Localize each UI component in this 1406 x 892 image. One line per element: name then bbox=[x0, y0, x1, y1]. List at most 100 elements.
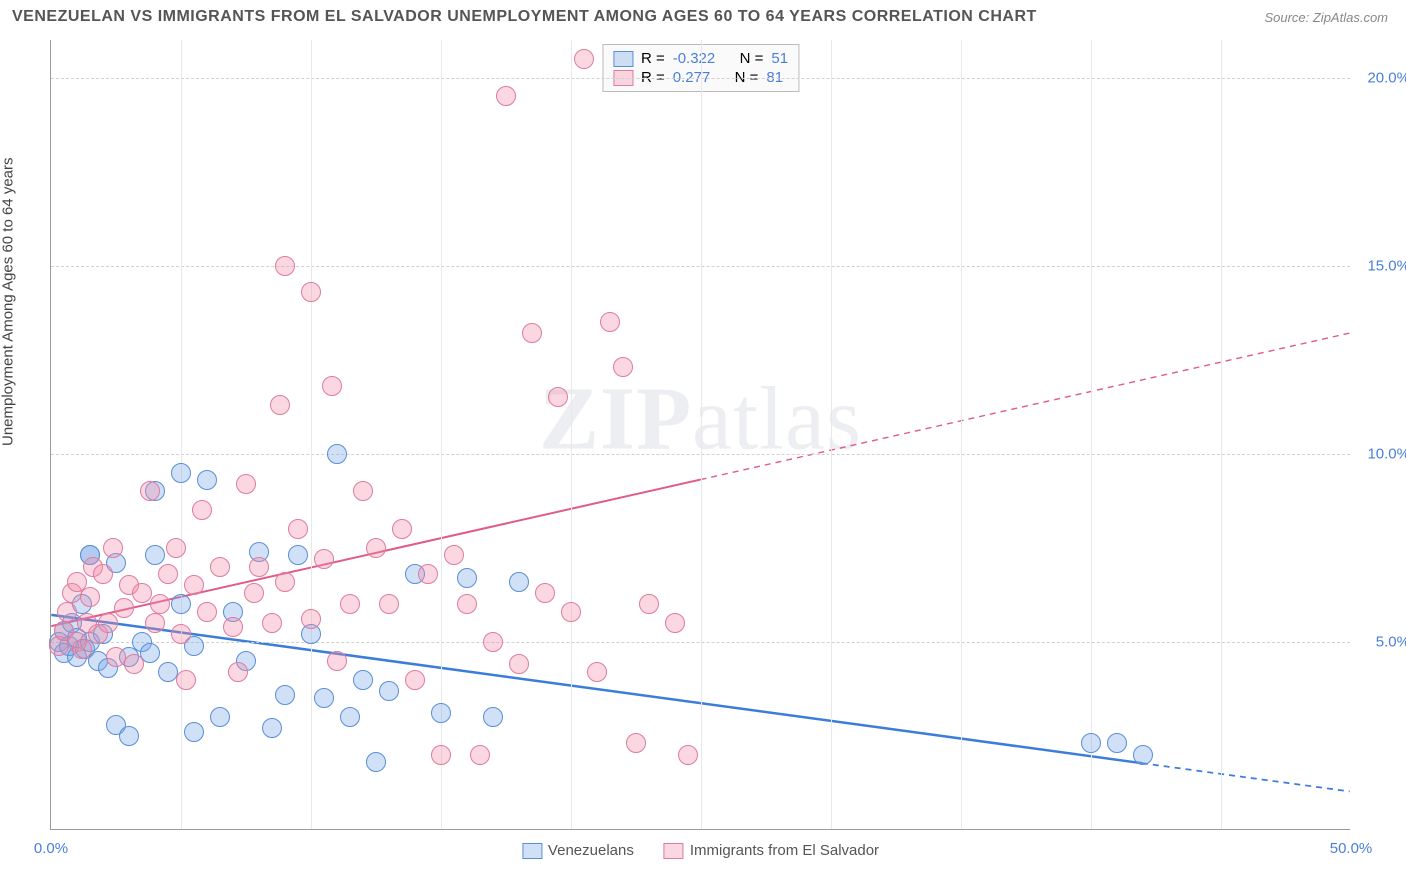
x-tick-label: 0.0% bbox=[34, 840, 68, 857]
gridline-v bbox=[311, 40, 312, 829]
data-point bbox=[275, 256, 295, 276]
data-point bbox=[314, 549, 334, 569]
data-point bbox=[379, 594, 399, 614]
y-axis-label: Unemployment Among Ages 60 to 64 years bbox=[0, 157, 17, 446]
data-point bbox=[561, 602, 581, 622]
data-point bbox=[210, 557, 230, 577]
y-tick-label: 15.0% bbox=[1355, 257, 1406, 274]
data-point bbox=[574, 49, 594, 69]
data-point bbox=[327, 444, 347, 464]
data-point bbox=[262, 613, 282, 633]
data-point bbox=[548, 387, 568, 407]
data-point bbox=[444, 545, 464, 565]
data-point bbox=[522, 323, 542, 343]
data-point bbox=[80, 587, 100, 607]
gridline-v bbox=[571, 40, 572, 829]
data-point bbox=[379, 681, 399, 701]
data-point bbox=[483, 707, 503, 727]
data-point bbox=[171, 594, 191, 614]
data-point bbox=[340, 594, 360, 614]
data-point bbox=[418, 564, 438, 584]
data-point bbox=[210, 707, 230, 727]
gridline-v bbox=[1221, 40, 1222, 829]
swatch-venezuelans bbox=[613, 51, 633, 67]
r-label: R = bbox=[641, 50, 665, 67]
data-point bbox=[249, 557, 269, 577]
data-point bbox=[236, 474, 256, 494]
data-point bbox=[132, 583, 152, 603]
data-point bbox=[262, 718, 282, 738]
data-point bbox=[340, 707, 360, 727]
data-point bbox=[457, 594, 477, 614]
legend-item-elsalvador: Immigrants from El Salvador bbox=[664, 842, 879, 859]
gridline-v bbox=[181, 40, 182, 829]
plot-area: ZIPatlas R = -0.322 N = 51 R = 0.277 N =… bbox=[50, 40, 1350, 830]
gridline-v bbox=[831, 40, 832, 829]
data-point bbox=[184, 722, 204, 742]
data-point bbox=[509, 654, 529, 674]
data-point bbox=[171, 463, 191, 483]
r-value-venezuelans: -0.322 bbox=[673, 50, 716, 67]
chart-title: VENEZUELAN VS IMMIGRANTS FROM EL SALVADO… bbox=[12, 8, 1037, 26]
data-point bbox=[470, 745, 490, 765]
data-point bbox=[228, 662, 248, 682]
data-point bbox=[483, 632, 503, 652]
chart-container: VENEZUELAN VS IMMIGRANTS FROM EL SALVADO… bbox=[0, 0, 1406, 892]
data-point bbox=[140, 481, 160, 501]
data-point bbox=[1133, 745, 1153, 765]
y-tick-label: 5.0% bbox=[1355, 633, 1406, 650]
data-point bbox=[509, 572, 529, 592]
n-value-venezuelans: 51 bbox=[771, 50, 788, 67]
data-point bbox=[431, 745, 451, 765]
y-tick-label: 20.0% bbox=[1355, 69, 1406, 86]
data-point bbox=[158, 564, 178, 584]
data-point bbox=[192, 500, 212, 520]
legend-item-venezuelans: Venezuelans bbox=[522, 842, 634, 859]
x-tick-label: 50.0% bbox=[1330, 840, 1373, 857]
data-point bbox=[665, 613, 685, 633]
data-point bbox=[314, 688, 334, 708]
data-point bbox=[275, 572, 295, 592]
data-point bbox=[1107, 733, 1127, 753]
data-point bbox=[301, 282, 321, 302]
gridline-v bbox=[701, 40, 702, 829]
data-point bbox=[57, 602, 77, 622]
data-point bbox=[431, 703, 451, 723]
data-point bbox=[145, 613, 165, 633]
legend-series: Venezuelans Immigrants from El Salvador bbox=[522, 842, 879, 859]
data-point bbox=[322, 376, 342, 396]
source-label: Source: ZipAtlas.com bbox=[1264, 10, 1388, 25]
data-point bbox=[106, 647, 126, 667]
data-point bbox=[301, 609, 321, 629]
n-label: N = bbox=[740, 50, 764, 67]
data-point bbox=[288, 545, 308, 565]
data-point bbox=[587, 662, 607, 682]
data-point bbox=[124, 654, 144, 674]
data-point bbox=[119, 726, 139, 746]
data-point bbox=[270, 395, 290, 415]
data-point bbox=[1081, 733, 1101, 753]
legend-label-venezuelans: Venezuelans bbox=[548, 842, 634, 859]
data-point bbox=[197, 602, 217, 622]
data-point bbox=[678, 745, 698, 765]
data-point bbox=[171, 624, 191, 644]
data-point bbox=[457, 568, 477, 588]
data-point bbox=[366, 752, 386, 772]
data-point bbox=[275, 685, 295, 705]
data-point bbox=[613, 357, 633, 377]
data-point bbox=[392, 519, 412, 539]
swatch-venezuelans bbox=[522, 843, 542, 859]
gridline-v bbox=[961, 40, 962, 829]
y-tick-label: 10.0% bbox=[1355, 445, 1406, 462]
data-point bbox=[98, 613, 118, 633]
legend-label-elsalvador: Immigrants from El Salvador bbox=[690, 842, 879, 859]
data-point bbox=[103, 538, 123, 558]
swatch-elsalvador bbox=[664, 843, 684, 859]
data-point bbox=[114, 598, 134, 618]
data-point bbox=[158, 662, 178, 682]
data-point bbox=[288, 519, 308, 539]
data-point bbox=[150, 594, 170, 614]
data-point bbox=[93, 564, 113, 584]
data-point bbox=[353, 670, 373, 690]
data-point bbox=[327, 651, 347, 671]
